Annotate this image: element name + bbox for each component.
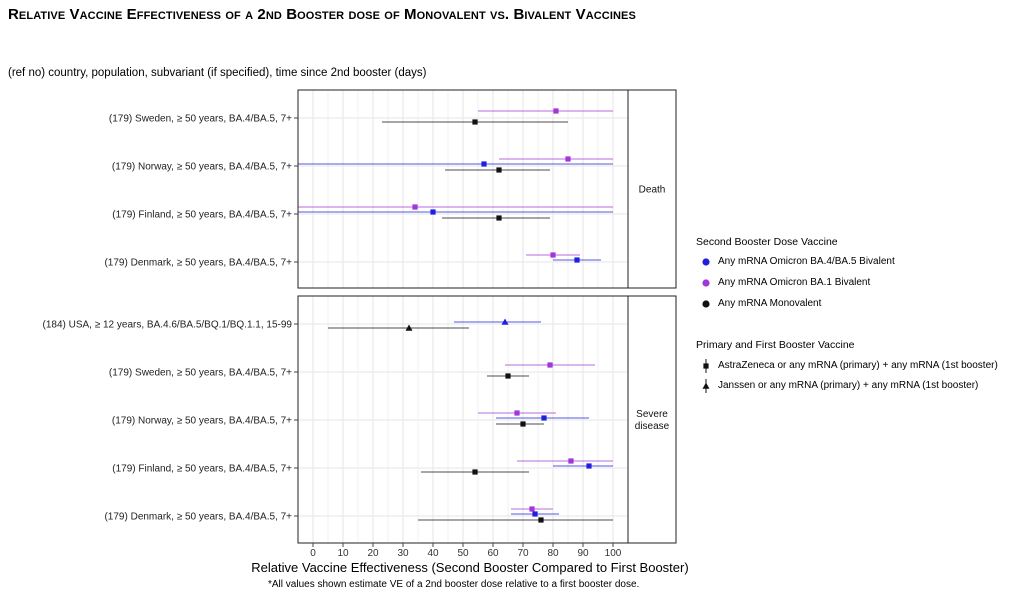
legend-shape-item: Janssen or any mRNA (primary) + any mRNA… xyxy=(718,380,979,391)
row-label: (179) Finland, ≥ 50 years, BA.4/BA.5, 7+ xyxy=(112,210,292,221)
legend-shape-item: AstraZeneca or any mRNA (primary) + any … xyxy=(718,360,998,371)
legend-shape-key-triangle xyxy=(702,382,710,389)
row-label: (179) Norway, ≥ 50 years, BA.4/BA.5, 7+ xyxy=(112,416,292,427)
row-labels: (179) Sweden, ≥ 50 years, BA.4/BA.5, 7+ (… xyxy=(42,114,292,523)
legend-color-key xyxy=(702,279,710,287)
legend-marks xyxy=(702,258,710,393)
point-estimate-square xyxy=(520,421,526,427)
point-estimate-square xyxy=(586,463,592,469)
point-estimate-square xyxy=(481,161,487,167)
legend-shape-title: Primary and First Booster Vaccine xyxy=(696,339,855,351)
plot-marks xyxy=(298,108,613,523)
point-estimate-square xyxy=(496,215,502,221)
facet-strip xyxy=(627,295,677,544)
legend-color-key xyxy=(702,300,710,308)
legend-shape-key-square xyxy=(703,363,709,369)
point-estimate-square xyxy=(541,415,547,421)
x-axis: 0 10 20 30 40 50 60 70 80 90 100 xyxy=(294,117,622,559)
point-estimate-square xyxy=(514,410,520,416)
legend-color-item: Any mRNA Omicron BA.1 Bivalent xyxy=(718,277,871,288)
facet-strip-label: Severe xyxy=(636,409,668,420)
row-label: (179) Norway, ≥ 50 years, BA.4/BA.5, 7+ xyxy=(112,162,292,173)
row-label: (179) Denmark, ≥ 50 years, BA.4/BA.5, 7+ xyxy=(104,512,292,523)
legend-color-item: Any mRNA Omicron BA.4/BA.5 Bivalent xyxy=(718,256,895,267)
row-label: (179) Sweden, ≥ 50 years, BA.4/BA.5, 7+ xyxy=(109,368,292,379)
x-tick-label: 50 xyxy=(457,548,469,559)
x-tick-label: 90 xyxy=(577,548,589,559)
point-estimate-square xyxy=(568,458,574,464)
point-estimate-square xyxy=(496,167,502,173)
point-estimate-square xyxy=(529,506,535,512)
point-estimate-triangle xyxy=(501,318,509,325)
facet-strip-label: Death xyxy=(639,185,666,196)
row-label: (179) Finland, ≥ 50 years, BA.4/BA.5, 7+ xyxy=(112,464,292,475)
point-estimate-square xyxy=(574,257,580,263)
row-label: (184) USA, ≥ 12 years, BA.4.6/BA.5/BQ.1/… xyxy=(42,320,292,331)
chart-subtitle: (ref no) country, population, subvariant… xyxy=(8,67,427,79)
point-estimate-square xyxy=(472,119,478,125)
point-estimate-triangle xyxy=(405,324,413,331)
point-estimate-square xyxy=(505,373,511,379)
x-tick-label: 30 xyxy=(397,548,409,559)
grid-lines xyxy=(298,90,628,543)
x-tick-label: 80 xyxy=(547,548,559,559)
facet-strip-label: disease xyxy=(635,421,670,432)
point-estimate-square xyxy=(430,209,436,215)
point-estimate-square xyxy=(532,511,538,517)
x-tick-label: 20 xyxy=(367,548,379,559)
footnote: *All values shown estimate VE of a 2nd b… xyxy=(268,579,640,590)
legend-color-key xyxy=(702,258,710,266)
x-tick-label: 40 xyxy=(427,548,439,559)
x-tick-label: 70 xyxy=(517,548,529,559)
chart-title: Relative Vaccine Effectiveness of a 2nd … xyxy=(8,6,636,23)
x-axis-label: Relative Vaccine Effectiveness (Second B… xyxy=(251,560,689,575)
x-tick-label: 100 xyxy=(605,548,622,559)
x-tick-label: 10 xyxy=(337,548,349,559)
point-estimate-square xyxy=(412,204,418,210)
x-tick-label: 0 xyxy=(310,548,316,559)
point-estimate-square xyxy=(547,362,553,368)
legend-color-item: Any mRNA Monovalent xyxy=(718,298,822,309)
legend-color-title: Second Booster Dose Vaccine xyxy=(696,236,838,248)
point-estimate-square xyxy=(472,469,478,475)
point-estimate-square xyxy=(550,252,556,258)
point-estimate-square xyxy=(565,156,571,162)
point-estimate-square xyxy=(553,108,559,114)
facet-strip xyxy=(627,89,677,289)
x-tick-label: 60 xyxy=(487,548,499,559)
row-label: (179) Denmark, ≥ 50 years, BA.4/BA.5, 7+ xyxy=(104,258,292,269)
row-label: (179) Sweden, ≥ 50 years, BA.4/BA.5, 7+ xyxy=(109,114,292,125)
point-estimate-square xyxy=(538,517,544,523)
